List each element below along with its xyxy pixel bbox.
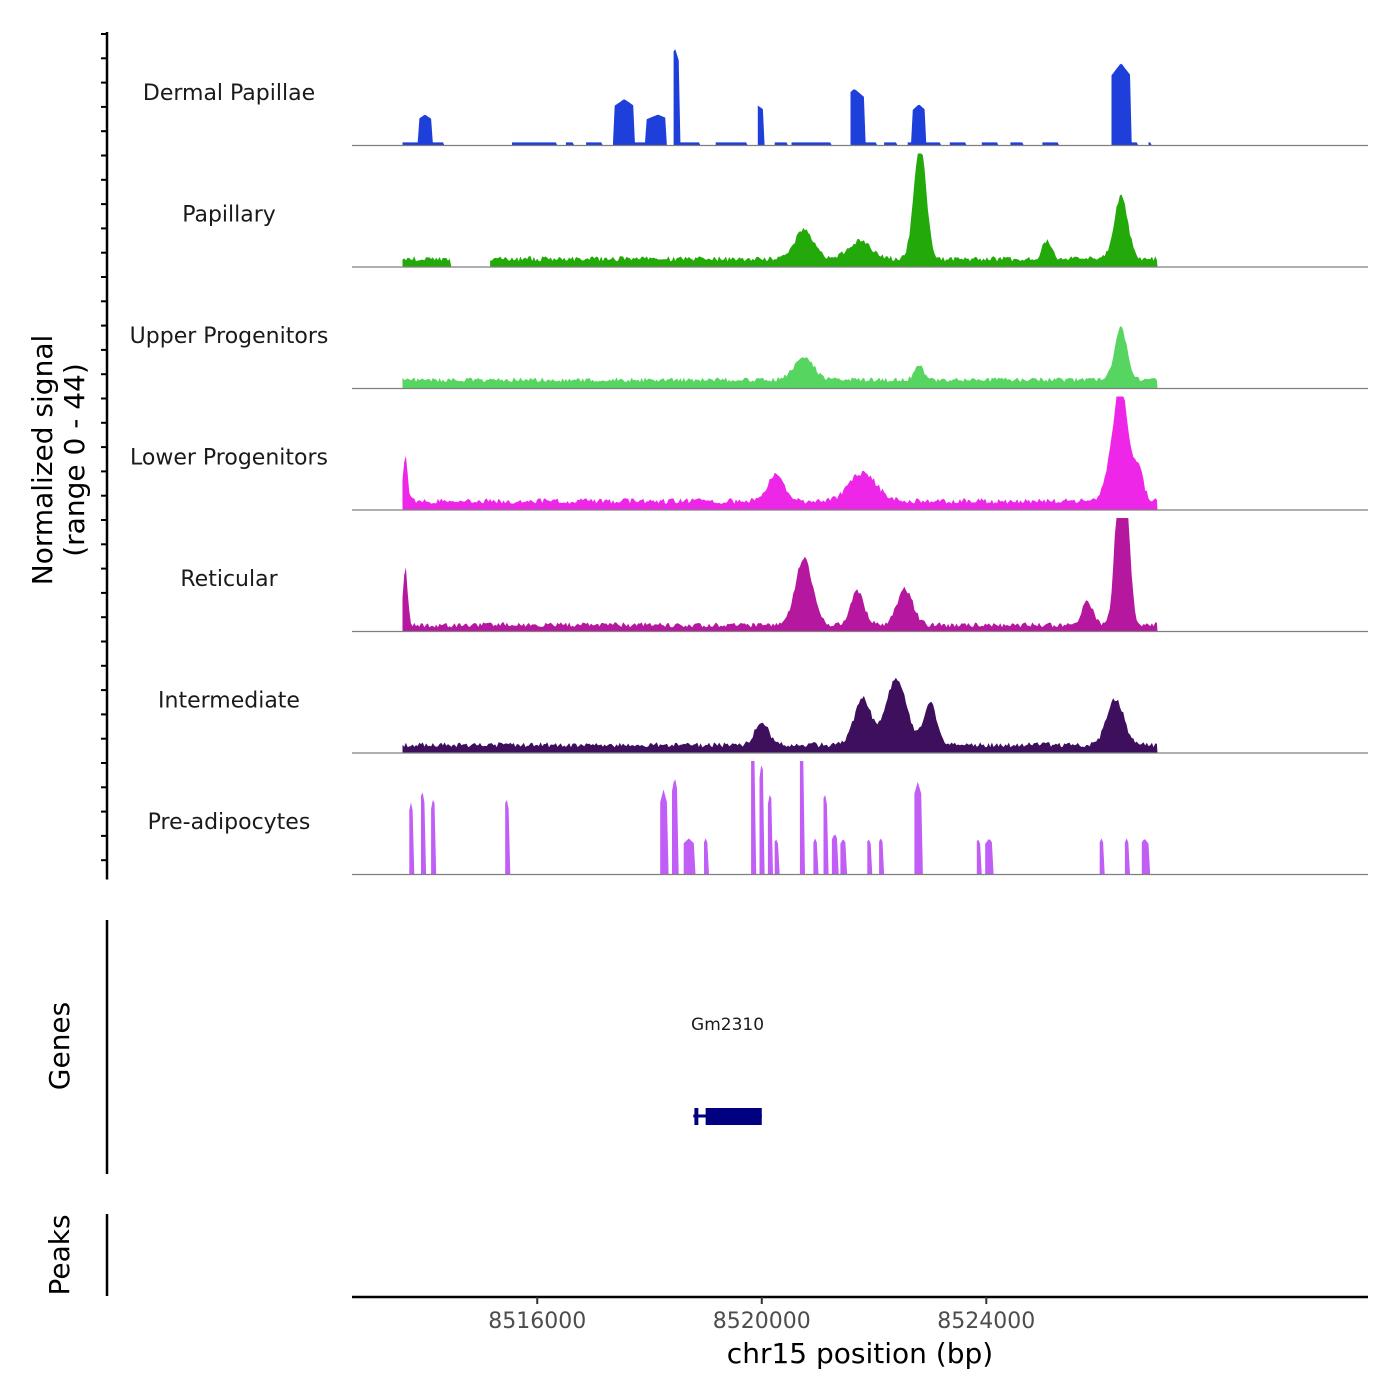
y-axis-title-line2: (range 0 - 44) <box>58 363 91 557</box>
track-reticular: Reticular <box>180 518 1368 633</box>
x-axis-title: chr15 position (bp) <box>727 1337 993 1370</box>
track-label: Reticular <box>180 567 278 592</box>
gene-exon <box>705 1108 762 1125</box>
track-label: Lower Progenitors <box>130 446 328 471</box>
track-papillary: Papillary <box>182 153 1368 268</box>
gene-gm2310: Gm2310 <box>691 1015 764 1125</box>
track-dermal-papillae: Dermal Papillae <box>143 49 1368 147</box>
track-label: Dermal Papillae <box>143 81 315 106</box>
gene-annotation-panel: Gm2310 <box>691 1015 764 1125</box>
coverage-area <box>402 49 1152 146</box>
coverage-area <box>402 518 1158 632</box>
track-label: Papillary <box>182 203 276 228</box>
coverage-tracks: Dermal Papillae Papillary Upper Progenitor… <box>130 49 1368 876</box>
track-label: Intermediate <box>158 689 300 714</box>
coverage-area <box>402 326 1158 389</box>
track-intermediate: Intermediate <box>158 677 1368 754</box>
track-label: Pre-adipocytes <box>148 810 311 835</box>
x-tick-label: 8520000 <box>713 1309 811 1334</box>
coverage-area <box>409 761 1151 875</box>
track-label: Upper Progenitors <box>130 324 329 349</box>
coverage-area <box>402 677 1158 753</box>
x-tick-label: 8524000 <box>937 1309 1035 1334</box>
x-tick-label: 8516000 <box>488 1309 586 1334</box>
gene-exon <box>694 1108 699 1125</box>
gene-label: Gm2310 <box>691 1015 764 1035</box>
y-axis-title-line1: Normalized signal <box>26 335 59 586</box>
track-lower-progenitors: Lower Progenitors <box>130 396 1368 511</box>
genes-panel-label: Genes <box>43 1002 76 1090</box>
coverage-area <box>402 396 1158 510</box>
track-pre-adipocytes: Pre-adipocytes <box>148 761 1368 876</box>
axes: 8516000 8520000 8524000 <box>101 32 1368 1334</box>
coverage-area <box>402 153 1158 267</box>
peaks-panel-label: Peaks <box>43 1214 76 1295</box>
track-upper-progenitors: Upper Progenitors <box>130 324 1368 390</box>
